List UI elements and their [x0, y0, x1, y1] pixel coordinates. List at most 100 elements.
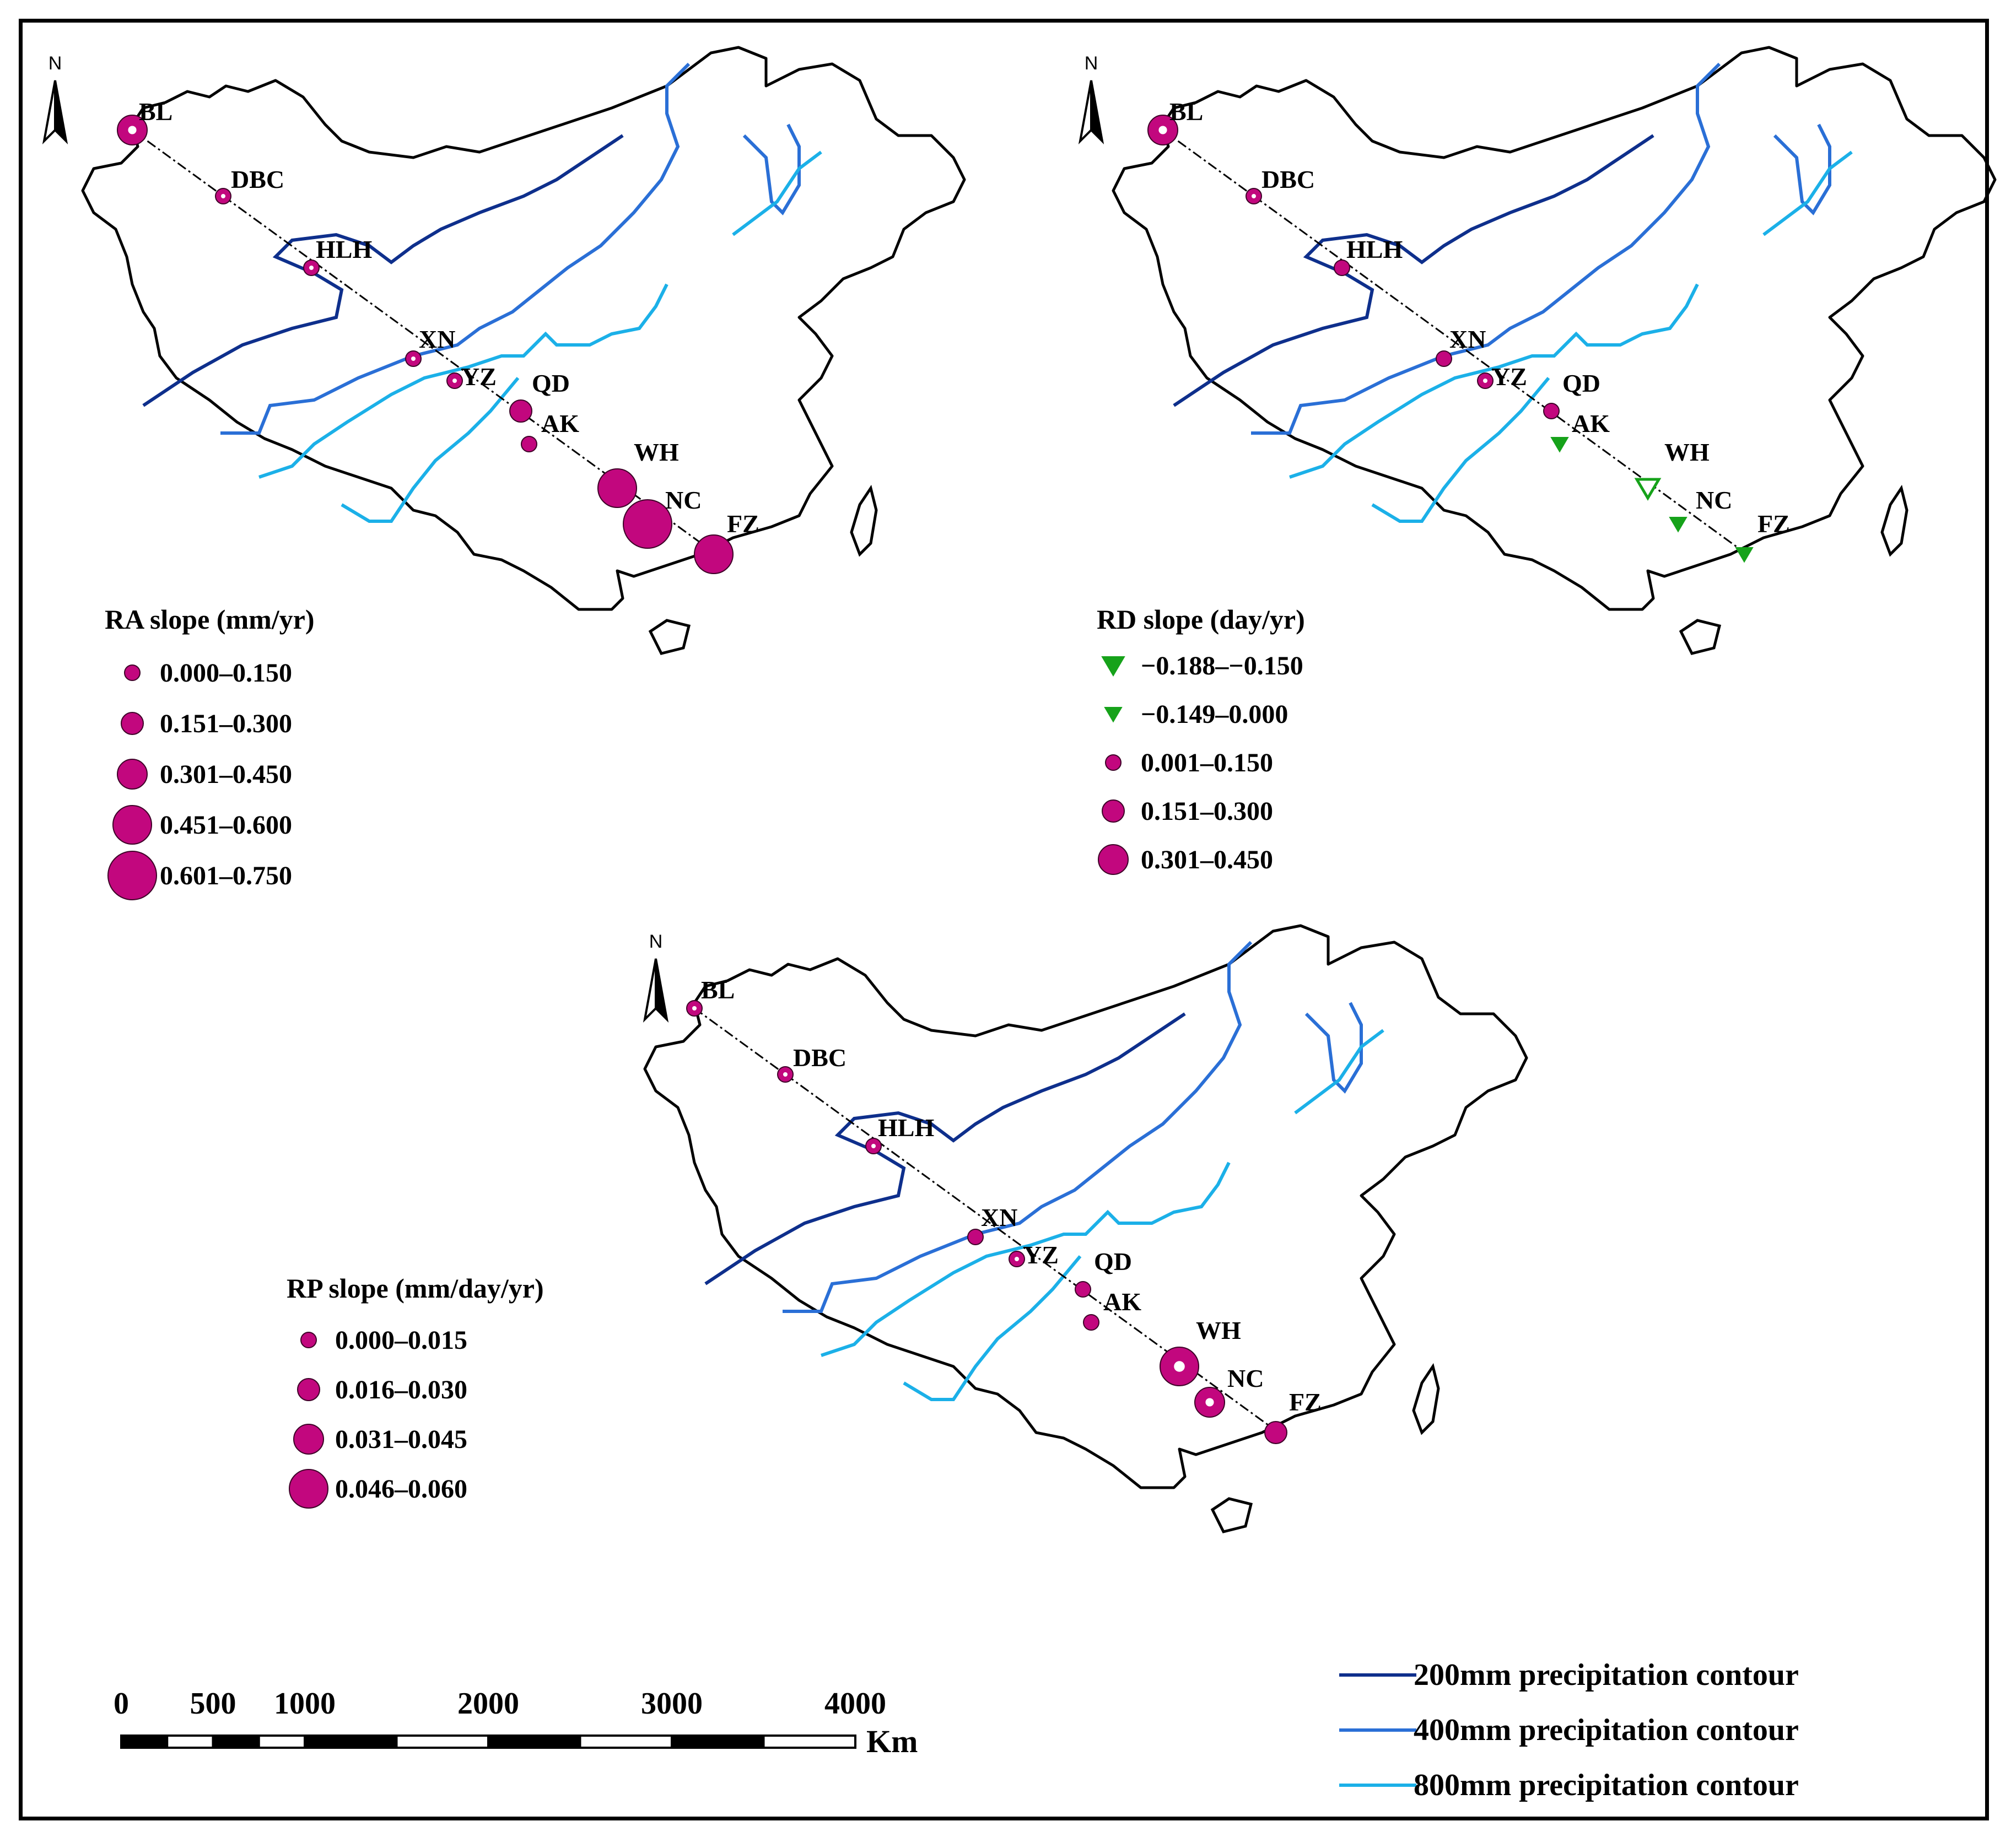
station-label: DBC — [231, 165, 284, 193]
scale-bar-segment — [762, 1734, 856, 1749]
station-label: FZ — [1289, 1388, 1322, 1416]
station-ak-marker — [1550, 437, 1569, 453]
station-label: NC — [1696, 486, 1732, 514]
legend-title: RP slope (mm/day/yr) — [287, 1273, 544, 1304]
scale-bar-tick: 1000 — [274, 1687, 336, 1721]
scale-bar-segment — [212, 1734, 260, 1749]
legend-entry-label: 0.016–0.030 — [335, 1375, 467, 1404]
station-qd-marker — [1543, 403, 1560, 419]
station-label: WH — [634, 438, 679, 466]
legend-entry-label: −0.188–−0.150 — [1141, 651, 1303, 680]
legend-symbol-marker — [1101, 656, 1125, 677]
station-hlh-marker — [1334, 260, 1350, 276]
legend-symbol-marker — [289, 1469, 328, 1509]
legend-entry-label: 0.000–0.015 — [335, 1326, 467, 1355]
scale-bar-segment — [304, 1734, 398, 1749]
legend-entry-label: 0.151–0.300 — [160, 709, 292, 738]
scale-bar-segment — [120, 1734, 169, 1749]
station-label: AK — [1103, 1288, 1141, 1316]
legend-title: RD slope (day/yr) — [1097, 604, 1305, 635]
station-qd-marker — [1075, 1281, 1091, 1298]
legend-rp: RP slope (mm/day/yr) 0.000–0.015 0.016–0.… — [287, 1273, 544, 1509]
scale-bar-segment — [671, 1734, 765, 1749]
legend-entry-label: 0.046–0.060 — [335, 1474, 467, 1504]
station-label: AK — [1572, 409, 1610, 437]
station-fz-marker — [1735, 547, 1754, 563]
legend-symbol-marker — [124, 664, 141, 681]
legend-entry-label: 0.000–0.150 — [160, 658, 292, 688]
north-label: N — [649, 931, 663, 952]
legend-entry-label: 0.451–0.600 — [160, 810, 292, 840]
scale-bar-tick: 500 — [190, 1687, 236, 1721]
legend-symbol-marker — [297, 1378, 320, 1401]
station-ak-marker — [1083, 1314, 1099, 1331]
scale-bar-segment — [487, 1734, 581, 1749]
legend-symbol-marker — [107, 851, 157, 900]
station-label: YZ — [1023, 1241, 1059, 1269]
legend-entry-label: 0.031–0.045 — [335, 1425, 467, 1454]
scale-bar-segment — [395, 1734, 489, 1749]
station-label: WH — [1196, 1316, 1241, 1344]
station-label: XN — [419, 325, 455, 353]
scale-bar-segment — [166, 1734, 214, 1749]
scale-bar-tick: 3000 — [641, 1687, 703, 1721]
legend-title: RA slope (mm/yr) — [105, 604, 315, 635]
north-label: N — [48, 53, 62, 74]
scale-bar-tick: 0 — [114, 1687, 129, 1721]
north-arrow-icon: N — [42, 53, 68, 144]
scale-bar-segment — [579, 1734, 673, 1749]
station-label: NC — [1227, 1364, 1264, 1392]
station-label: QD — [532, 369, 570, 397]
legend-ra: RA slope (mm/yr) 0.000–0.150 0.151–0.300 0… — [105, 604, 315, 900]
contour-legend: 200mm precipitation contour 400mm precipi… — [1339, 1658, 1799, 1802]
station-label: QD — [1094, 1247, 1132, 1276]
legend-symbol-marker — [1098, 844, 1129, 875]
legend-symbol-marker — [112, 805, 152, 845]
station-label: QD — [1562, 369, 1600, 397]
legend-rd: RD slope (day/yr) −0.188–−0.150 −0.149–0.… — [1097, 604, 1305, 875]
contour-legend-label: 400mm precipitation contour — [1414, 1713, 1799, 1747]
figure-frame — [19, 19, 1989, 1820]
legend-symbol-marker — [1102, 799, 1125, 823]
legend-entry-label: 0.601–0.750 — [160, 861, 292, 890]
contour-legend-label: 800mm precipitation contour — [1414, 1768, 1799, 1802]
station-xn-marker — [967, 1229, 984, 1245]
scale-bar-segment — [257, 1734, 306, 1749]
station-label: NC — [665, 486, 702, 514]
scale-bar-unit: Km — [866, 1723, 918, 1759]
legend-symbol-marker — [293, 1424, 324, 1455]
station-label: DBC — [793, 1044, 847, 1072]
station-label: FZ — [1757, 510, 1790, 538]
legend-symbol-marker — [1105, 754, 1122, 771]
station-label: FZ — [727, 510, 759, 538]
scale-bar-tick: 4000 — [824, 1687, 886, 1721]
station-label: XN — [1449, 325, 1486, 353]
station-fz-marker — [1264, 1421, 1287, 1444]
station-nc-marker — [1669, 517, 1687, 533]
legend-symbol-marker — [117, 759, 148, 790]
scale-bar-tick: 2000 — [457, 1687, 519, 1721]
station-label: DBC — [1261, 165, 1315, 193]
station-label: BL — [1169, 98, 1203, 126]
legend-entry-label: 0.001–0.150 — [1141, 748, 1273, 777]
station-wh-marker — [597, 468, 637, 508]
station-fz-marker — [694, 534, 734, 574]
station-label: AK — [541, 409, 579, 437]
legend-entry-label: −0.149–0.000 — [1141, 700, 1288, 729]
station-qd-marker — [509, 399, 532, 423]
station-label: WH — [1664, 438, 1710, 466]
station-wh-marker — [1634, 478, 1662, 501]
north-arrow-icon: N — [643, 931, 669, 1023]
station-label: YZ — [461, 363, 497, 391]
legend-symbol-marker — [300, 1332, 317, 1348]
station-label: HLH — [316, 235, 372, 263]
station-ak-marker — [521, 436, 537, 452]
